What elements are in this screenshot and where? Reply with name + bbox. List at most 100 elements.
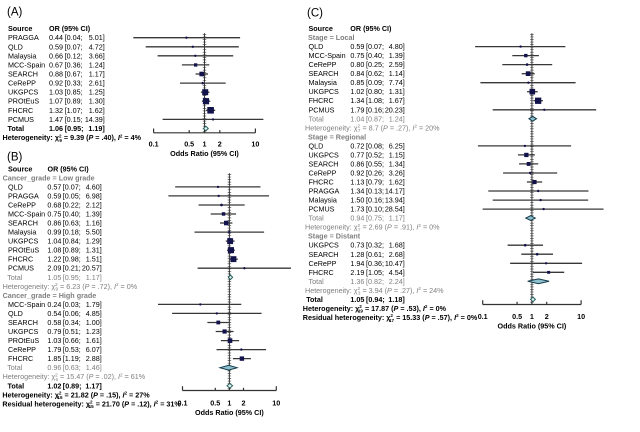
svg-text:[0.51;: [0.51; (63, 327, 81, 336)
svg-text:PCMUS: PCMUS (8, 115, 34, 124)
svg-text:0.88: 0.88 (49, 70, 63, 79)
svg-text:[0.94;: [0.94; (366, 295, 385, 304)
svg-text:Stage = Distant: Stage = Distant (308, 232, 361, 241)
svg-text:PRAGGA: PRAGGA (8, 191, 39, 200)
svg-text:PRAGGA: PRAGGA (309, 187, 340, 196)
svg-text:0.94: 0.94 (350, 214, 364, 223)
svg-text:UKGPCS: UKGPCS (309, 241, 340, 250)
svg-text:0.86: 0.86 (47, 219, 61, 228)
svg-text:1.17]: 1.17] (89, 70, 105, 79)
svg-text:UKGPCS: UKGPCS (8, 327, 39, 336)
svg-text:MCC-Spain: MCC-Spain (8, 300, 45, 309)
svg-text:[0.25;: [0.25; (366, 60, 384, 69)
svg-text:[0.62;: [0.62; (366, 69, 384, 78)
svg-text:OR (95% CI): OR (95% CI) (350, 24, 392, 33)
svg-text:[0.53;: [0.53; (63, 345, 81, 354)
svg-text:Heterogeneity: χ27 = 8.7 (P =: Heterogeneity: χ2 7 = 8.7 (P = .27), I2 =… (305, 123, 440, 133)
svg-text:SEARCH: SEARCH (8, 318, 38, 327)
svg-text:14.17]: 14.17] (385, 187, 405, 196)
svg-text:10: 10 (251, 140, 259, 149)
svg-text:[0.09;: [0.09; (366, 78, 384, 87)
svg-text:SEARCH: SEARCH (8, 70, 38, 79)
svg-text:Stage = Regional: Stage = Regional (308, 132, 366, 141)
svg-text:Malaysia: Malaysia (309, 196, 337, 205)
svg-text:Heterogeneity: χ29 = 9.39 (P =: Heterogeneity: χ2 9 = 9.39 (P = .40), I2 … (3, 133, 142, 143)
svg-text:PRAGGA: PRAGGA (8, 33, 39, 42)
svg-text:0.92: 0.92 (49, 79, 63, 88)
svg-text:[0.89;: [0.89; (65, 97, 83, 106)
svg-text:1.17]: 1.17] (389, 214, 405, 223)
svg-text:[0.10;: [0.10; (366, 205, 384, 214)
svg-text:1.62]: 1.62] (389, 178, 405, 187)
svg-text:Total: Total (7, 273, 23, 282)
svg-text:Source: Source (8, 24, 32, 33)
svg-text:1.47: 1.47 (49, 115, 63, 124)
svg-text:Total: Total (309, 277, 325, 286)
svg-text:CeRePP: CeRePP (309, 60, 337, 69)
svg-text:Source: Source (8, 164, 32, 173)
svg-text:Odds Ratio (95% CI): Odds Ratio (95% CI) (170, 149, 239, 158)
svg-text:Cancer_grade = Low grade: Cancer_grade = Low grade (3, 173, 95, 182)
svg-text:FHCRC: FHCRC (309, 96, 334, 105)
svg-text:0.96: 0.96 (47, 363, 61, 372)
svg-text:[0.63;: [0.63; (63, 219, 81, 228)
svg-text:2.61]: 2.61] (89, 79, 105, 88)
svg-text:1.02: 1.02 (47, 381, 61, 390)
svg-text:[0.05;: [0.05; (63, 191, 81, 200)
svg-text:1.30]: 1.30] (89, 97, 105, 106)
svg-text:0.1: 0.1 (178, 398, 188, 407)
svg-text:1: 1 (203, 140, 207, 149)
svg-text:[0.87;: [0.87; (366, 114, 384, 123)
svg-text:[0.52;: [0.52; (366, 150, 384, 159)
svg-text:(A): (A) (7, 6, 23, 18)
svg-text:1.22: 1.22 (47, 255, 61, 264)
svg-text:Malaysia: Malaysia (309, 78, 337, 87)
svg-text:1.31]: 1.31] (86, 246, 102, 255)
svg-text:2.24]: 2.24] (389, 277, 405, 286)
svg-text:20.57]: 20.57] (82, 264, 102, 273)
svg-text:0.67: 0.67 (49, 60, 63, 69)
svg-text:[1.05;: [1.05; (366, 268, 384, 277)
svg-text:0.80: 0.80 (350, 60, 364, 69)
svg-text:1.79: 1.79 (47, 345, 61, 354)
svg-text:CeRePP: CeRePP (8, 79, 36, 88)
svg-text:Odds Ratio (95% CI): Odds Ratio (95% CI) (195, 408, 264, 417)
svg-text:[0.95;: [0.95; (63, 273, 81, 282)
svg-text:0.5: 0.5 (184, 140, 194, 149)
svg-text:CeRePP: CeRePP (8, 345, 36, 354)
svg-text:[0.79;: [0.79; (366, 178, 384, 187)
svg-text:2.59]: 2.59] (389, 60, 405, 69)
svg-text:1.17]: 1.17] (86, 273, 102, 282)
svg-text:OR (95% CI): OR (95% CI) (49, 24, 91, 33)
svg-text:CeRePP: CeRePP (309, 169, 337, 178)
svg-text:1.51]: 1.51] (86, 255, 102, 264)
svg-text:4.80]: 4.80] (389, 42, 405, 51)
svg-text:PCMUS: PCMUS (309, 105, 335, 114)
svg-text:UKGPCS: UKGPCS (309, 87, 340, 96)
svg-text:Heterogeneity: χ23 = 3.94 (P =: Heterogeneity: χ2 3 = 3.94 (P = .27), I2 … (305, 286, 444, 296)
svg-text:[0.06;: [0.06; (63, 309, 81, 318)
svg-text:1.04: 1.04 (47, 237, 61, 246)
svg-text:1.14]: 1.14] (389, 69, 405, 78)
svg-text:Heterogeneity: χ27 = 2.69 (P =: Heterogeneity: χ2 7 = 2.69 (P = .91), I2 … (305, 223, 440, 233)
svg-text:0.59: 0.59 (350, 42, 364, 51)
svg-text:Source: Source (309, 24, 333, 33)
svg-text:1.00]: 1.00] (86, 318, 102, 327)
svg-text:UKGPCS: UKGPCS (309, 150, 340, 159)
svg-text:[0.08;: [0.08; (366, 141, 384, 150)
svg-text:1.03: 1.03 (49, 88, 63, 97)
svg-text:[0.33;: [0.33; (65, 79, 83, 88)
svg-text:28.54]: 28.54] (385, 205, 405, 214)
svg-text:(C): (C) (307, 8, 323, 20)
svg-text:1.39]: 1.39] (86, 210, 102, 219)
svg-text:10: 10 (272, 398, 280, 407)
svg-text:2.68]: 2.68] (389, 250, 405, 259)
svg-text:1.24]: 1.24] (389, 114, 405, 123)
svg-text:[0.34;: [0.34; (63, 318, 81, 327)
svg-text:4.85]: 4.85] (86, 309, 102, 318)
svg-text:MCC-Spain: MCC-Spain (309, 51, 346, 60)
svg-text:MCC-Spain: MCC-Spain (8, 60, 45, 69)
svg-text:0.75: 0.75 (47, 210, 61, 219)
